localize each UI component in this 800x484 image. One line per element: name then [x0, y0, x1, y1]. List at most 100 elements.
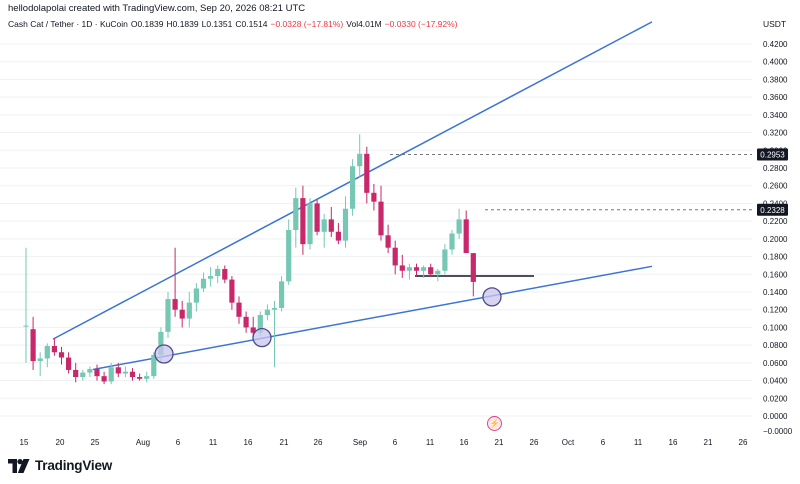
- ohlc-open: O0.1839: [130, 19, 164, 29]
- y-tick-label: 0.3200: [763, 129, 788, 138]
- bullish-candle: [449, 233, 455, 250]
- bearish-candle: [243, 316, 249, 328]
- bullish-candle: [456, 219, 462, 234]
- y-tick-label: 0.2200: [763, 217, 788, 226]
- bearish-candle: [250, 327, 256, 333]
- bearish-candle: [115, 367, 121, 374]
- bullish-candle: [257, 315, 263, 333]
- bearish-candle: [385, 235, 391, 248]
- symbol-title[interactable]: Cash Cat / Tether · 1D · KuCoin: [8, 19, 128, 29]
- bullish-candle: [215, 268, 221, 277]
- x-tick-label: 15: [20, 438, 29, 447]
- x-tick-label: 11: [634, 438, 643, 447]
- tradingview-brand[interactable]: TradingView: [8, 458, 112, 473]
- y-tick-label: 0.1600: [763, 270, 788, 279]
- y-tick-label: 0.0000: [763, 412, 788, 421]
- currency-label[interactable]: USDT: [763, 19, 787, 29]
- y-tick-label: 0.2600: [763, 182, 788, 191]
- y-tick-label: 0.1800: [763, 253, 788, 262]
- bearish-candle: [300, 198, 306, 245]
- x-tick-label: 21: [495, 438, 504, 447]
- bullish-candle: [350, 166, 356, 209]
- bearish-candle: [314, 203, 320, 232]
- brand-name: TradingView: [35, 458, 113, 473]
- bullish-candle: [293, 198, 299, 230]
- ohlc-close: C0.1514: [235, 19, 268, 29]
- bearish-candle: [94, 369, 100, 377]
- touch-point-marker: [154, 344, 174, 364]
- bullish-candle: [271, 307, 278, 310]
- price-label: 0.2953: [760, 150, 785, 159]
- bearish-candle: [129, 371, 136, 378]
- bearish-candle: [413, 267, 420, 271]
- x-tick-label: 16: [669, 438, 678, 447]
- volume-value: Vol4.01M: [346, 19, 382, 29]
- bearish-candle: [328, 219, 334, 232]
- x-tick-label: 20: [56, 438, 65, 447]
- x-tick-label: Sep: [353, 438, 368, 447]
- x-tick-label: 16: [460, 438, 469, 447]
- price-label-box: [757, 203, 788, 216]
- ohlc-low: L0.1351: [201, 19, 233, 29]
- bearish-candle: [428, 267, 434, 275]
- bearish-candle: [30, 329, 36, 362]
- bearish-candle: [179, 309, 185, 319]
- y-tick-label: 0.0600: [763, 359, 788, 368]
- bearish-candle: [137, 377, 143, 379]
- bullish-candle: [122, 371, 128, 374]
- y-tick-label: 0.0400: [763, 377, 788, 386]
- x-tick-label: Aug: [136, 438, 150, 447]
- x-tick-label: 21: [704, 438, 713, 447]
- bullish-candle: [158, 331, 164, 355]
- bullish-candle: [193, 288, 199, 303]
- bullish-candle: [286, 230, 292, 282]
- bullish-candle: [87, 369, 93, 373]
- y-tick-label: 0.2000: [763, 235, 788, 244]
- symbol-info-bar: Cash Cat / Tether · 1D · KuCoin O0.1839 …: [8, 19, 458, 29]
- bearish-candle: [229, 279, 235, 303]
- bearish-candle: [222, 268, 228, 280]
- y-tick-label: 0.3800: [763, 75, 788, 84]
- bullish-candle: [23, 325, 29, 327]
- bearish-candle: [392, 247, 398, 266]
- bullish-candle: [342, 208, 349, 241]
- y-tick-label: 0.0200: [763, 394, 788, 403]
- bullish-candle: [421, 267, 427, 271]
- x-tick-label: 26: [530, 438, 539, 447]
- price-label-box: [757, 148, 788, 161]
- x-tick-label: 11: [426, 438, 435, 447]
- lower-trendline: [92, 265, 653, 371]
- bullish-candle: [144, 376, 150, 379]
- bearish-candle: [236, 302, 242, 317]
- bullish-candle: [108, 367, 114, 382]
- x-tick-label: 6: [176, 438, 181, 447]
- y-tick-label: 0.4200: [763, 40, 788, 49]
- bearish-candle: [399, 265, 405, 271]
- bearish-candle: [470, 253, 476, 282]
- bearish-candle: [51, 346, 57, 353]
- y-tick-label: 0.2800: [763, 164, 788, 173]
- touch-point-marker: [482, 287, 502, 307]
- bearish-candle: [101, 376, 107, 382]
- bullish-candle: [80, 372, 86, 378]
- x-tick-label: 6: [601, 438, 606, 447]
- bullish-candle: [442, 249, 448, 271]
- price-change: −0.0328 (−17.81%): [270, 19, 344, 29]
- bullish-candle: [307, 203, 313, 245]
- bearish-candle: [335, 231, 341, 241]
- bullish-candle: [208, 276, 214, 279]
- x-tick-label: 26: [314, 438, 323, 447]
- bullish-candle: [44, 346, 50, 359]
- bullish-candle: [435, 270, 441, 275]
- y-tick-label: 0.1000: [763, 323, 788, 332]
- bearish-candle: [73, 369, 79, 378]
- lightning-event-icon[interactable]: ⚡: [487, 416, 502, 431]
- bearish-candle: [378, 201, 384, 236]
- x-tick-label: 25: [91, 438, 100, 447]
- x-tick-label: 21: [280, 438, 289, 447]
- y-tick-label: 0.4000: [763, 58, 788, 67]
- volume-change: −0.0330 (−17.92%): [384, 19, 458, 29]
- bullish-candle: [165, 299, 171, 332]
- x-tick-label: 11: [209, 438, 218, 447]
